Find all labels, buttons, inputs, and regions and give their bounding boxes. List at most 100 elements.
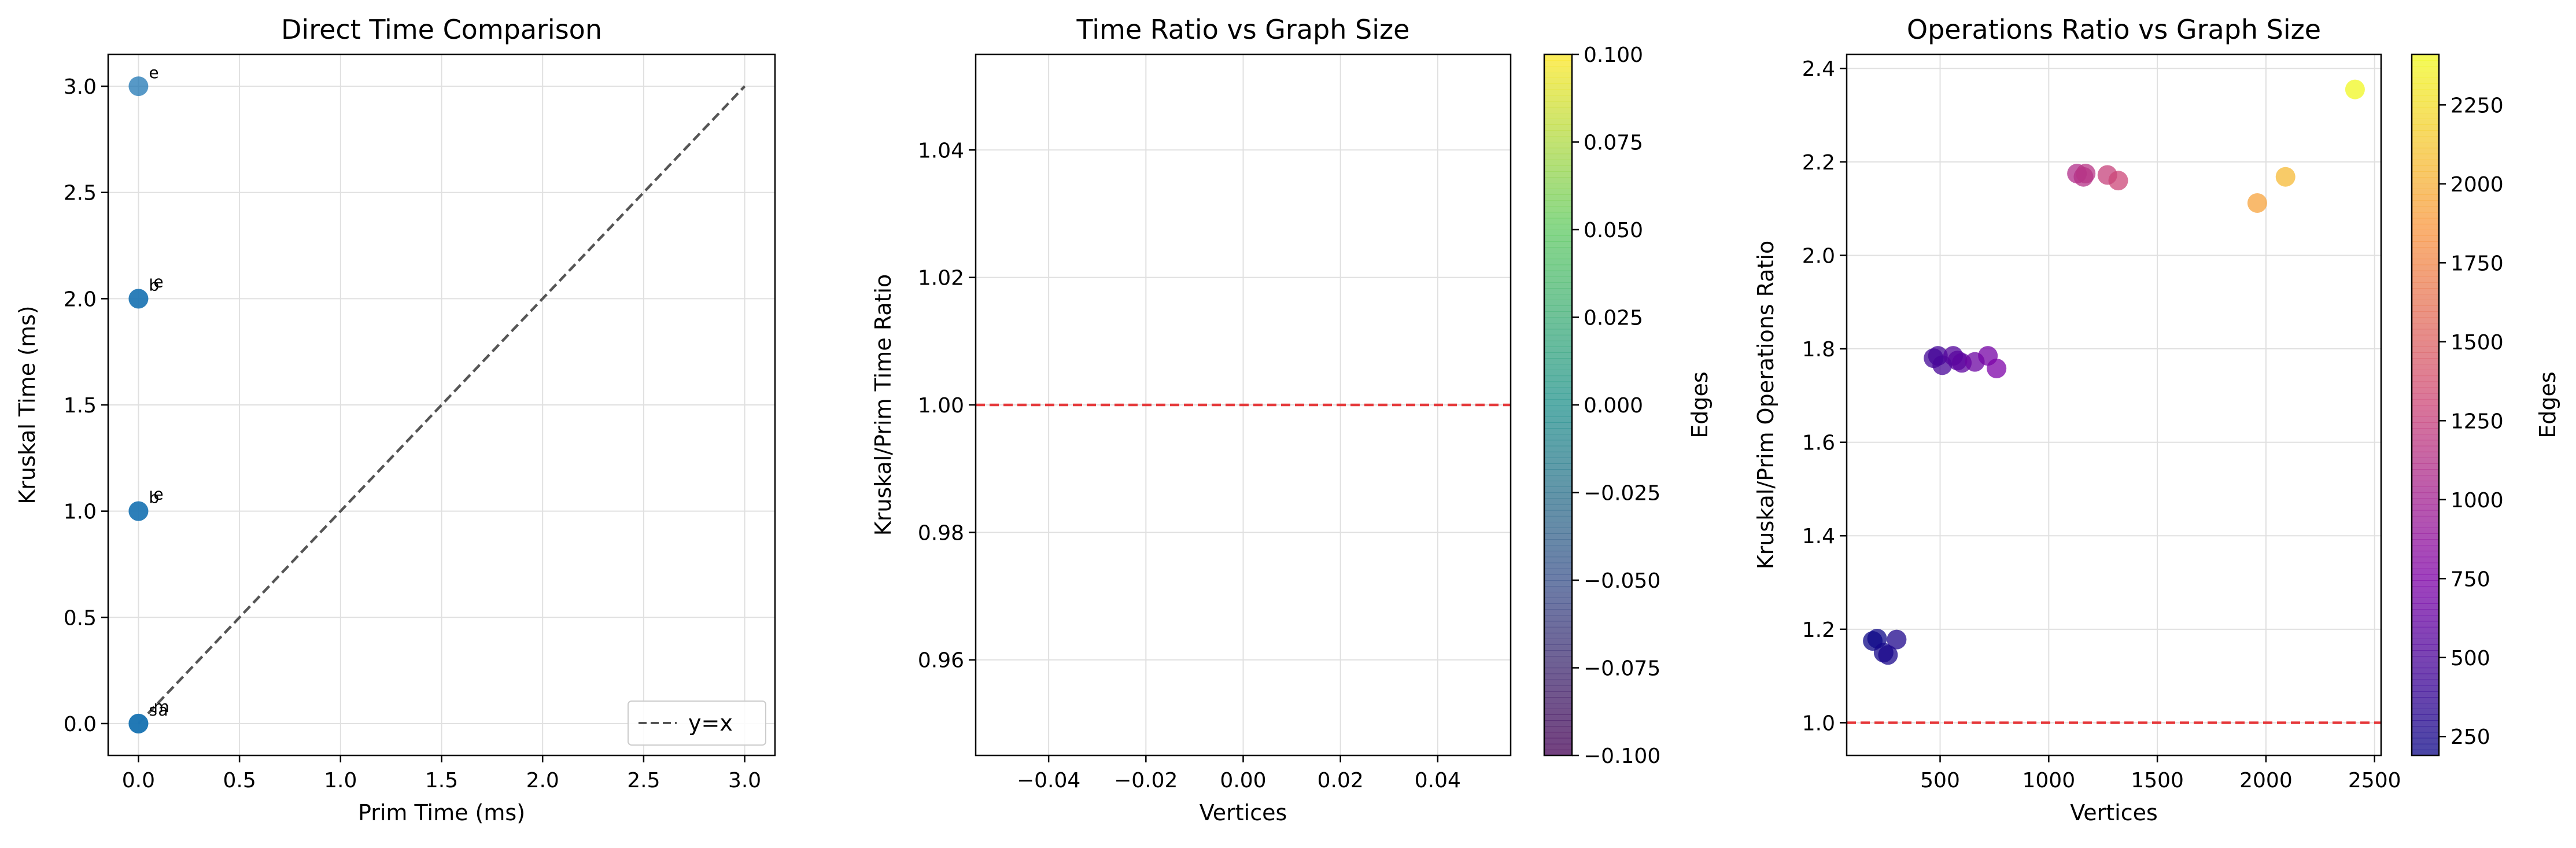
x-axis-label: Vertices (2070, 800, 2158, 825)
colorbar-segment (1544, 177, 1572, 183)
colorbar-tick-label-1500: 1500 (2450, 331, 2504, 355)
colorbar-segment (2412, 709, 2439, 715)
colorbar-segment (2412, 726, 2439, 733)
colorbar-segment (2412, 522, 2439, 528)
colorbar-segment (1544, 340, 1572, 347)
x-tick-label-1500: 1500 (2131, 769, 2184, 792)
data-point (1887, 629, 1907, 650)
colorbar-segment (2412, 650, 2439, 657)
colorbar-segment (1544, 217, 1572, 224)
colorbar-segment (1544, 644, 1572, 651)
colorbar-segment (1544, 545, 1572, 552)
colorbar-segment (1544, 230, 1572, 236)
colorbar-segment (1544, 603, 1572, 610)
point-annotation: e (153, 272, 163, 291)
colorbar-tick-label-500: 500 (2450, 647, 2490, 670)
colorbar-segment (2412, 644, 2439, 651)
colorbar-segment (2412, 217, 2439, 224)
colorbar-segment (1544, 95, 1572, 102)
data-point (2247, 193, 2267, 213)
colorbar-segment (1544, 148, 1572, 154)
colorbar-segment (2412, 54, 2439, 61)
colorbar-segment (2412, 358, 2439, 364)
colorbar-segment (1544, 194, 1572, 201)
colorbar-segment (1544, 223, 1572, 230)
point-annotation: b (149, 275, 159, 294)
colorbar-segment (1544, 189, 1572, 195)
colorbar-segment (2412, 738, 2439, 744)
colorbar-segment (1544, 247, 1572, 253)
colorbar-segment (2412, 568, 2439, 575)
colorbar-segment (1544, 387, 1572, 394)
colorbar-segment (2412, 580, 2439, 587)
colorbar-segment (1544, 510, 1572, 517)
y-tick-label-2-0: 2.0 (1802, 244, 1835, 268)
colorbar-segment (1544, 551, 1572, 558)
colorbar-segment (1544, 206, 1572, 213)
colorbar-segment (1544, 375, 1572, 382)
colorbar-segment (2412, 177, 2439, 183)
colorbar-segment (1544, 434, 1572, 441)
colorbar-segment (1544, 743, 1572, 750)
y-tick-label-0-98: 0.98 (918, 521, 964, 545)
colorbar-segment (1544, 609, 1572, 616)
colorbar-tick-label-minus-0-050: −0.050 (1584, 569, 1660, 593)
colorbar-segment (1544, 264, 1572, 271)
colorbar-segment (1544, 639, 1572, 645)
y-tick-label-1-5: 1.5 (64, 394, 97, 418)
colorbar-segment (1544, 562, 1572, 569)
colorbar-segment (1544, 165, 1572, 172)
legend-entry-y-equals-x: y=x (688, 710, 733, 736)
y-tick-label-1-4: 1.4 (1802, 525, 1835, 548)
colorbar-segment (2412, 375, 2439, 382)
colorbar-segment (1544, 89, 1572, 96)
colorbar-segment (1544, 253, 1572, 260)
colorbar-segment (2412, 586, 2439, 592)
colorbar-segment (1544, 504, 1572, 511)
colorbar-segment (1544, 276, 1572, 283)
colorbar-segment (2412, 504, 2439, 511)
chart-title: Direct Time Comparison (281, 14, 602, 45)
colorbar-segment (2412, 340, 2439, 347)
y-tick-label-0-0: 0.0 (64, 713, 97, 736)
colorbar-segment (2412, 241, 2439, 248)
y-tick-label-1-02: 1.02 (918, 267, 964, 290)
colorbar-segment (2412, 457, 2439, 464)
colorbar-segment (2412, 609, 2439, 616)
legend: y=x (628, 700, 766, 746)
colorbar-segment (1544, 323, 1572, 330)
colorbar-segment (2412, 492, 2439, 499)
colorbar-segment (1544, 311, 1572, 318)
colorbar-segment (1544, 440, 1572, 447)
x-axis-label: Vertices (1200, 800, 1287, 825)
colorbar-segment (2412, 486, 2439, 493)
colorbar-segment (2412, 545, 2439, 552)
colorbar-segment (2412, 539, 2439, 545)
colorbar-segment (2412, 498, 2439, 505)
colorbar-segment (1544, 469, 1572, 475)
y-tick-label-0-96: 0.96 (918, 649, 964, 673)
reference-line-y-equals-x (137, 85, 746, 725)
colorbar-segment (1544, 463, 1572, 470)
colorbar-tick-label-750: 750 (2450, 567, 2490, 591)
y-tick-label-1-00: 1.00 (918, 394, 964, 418)
colorbar-segment (1544, 679, 1572, 686)
colorbar-segment (2412, 451, 2439, 458)
colorbar-segment (1544, 615, 1572, 622)
x-tick-label-0-5: 0.5 (223, 769, 256, 792)
x-tick-label-1-0: 1.0 (324, 769, 357, 792)
colorbar-segment (2412, 626, 2439, 633)
x-tick-label-0-0: 0.0 (122, 769, 155, 792)
colorbar-segment (1544, 329, 1572, 335)
colorbar-segment (2412, 189, 2439, 195)
colorbar-segment (1544, 656, 1572, 662)
x-tick-label-minus-0-04: −0.04 (1017, 769, 1080, 792)
colorbar-tick-label-1750: 1750 (2450, 252, 2504, 275)
colorbar-segment (2412, 136, 2439, 143)
colorbar-segment (2412, 142, 2439, 149)
x-tick-label-1000: 1000 (2023, 769, 2076, 792)
colorbar-segment (1544, 270, 1572, 277)
colorbar-segment (2412, 153, 2439, 160)
colorbar-segment (2412, 259, 2439, 266)
colorbar-segment (2412, 183, 2439, 189)
